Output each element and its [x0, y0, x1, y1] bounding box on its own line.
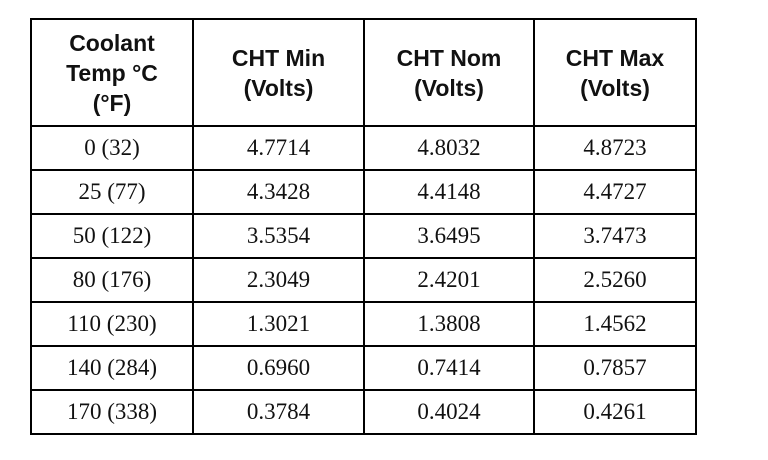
table-cell: 140 (284) [30, 345, 194, 391]
table-row: 110 (230) 1.3021 1.3808 1.4562 [30, 301, 697, 347]
header-line: (Volts) [243, 74, 314, 101]
header-row: Coolant Temp °C (°F) CHT Min (Volts) CHT Nom (… [30, 18, 697, 127]
table-row: 25 (77) 4.3428 4.4148 4.4727 [30, 169, 697, 215]
coolant-table: Coolant Temp °C (°F) CHT Min (Volts) CHT Nom (… [30, 18, 697, 435]
header-line: CHT Min [231, 44, 326, 71]
header-cell: CHT Nom (Volts) [363, 18, 535, 127]
table-cell: 0 (32) [30, 125, 194, 171]
table-cell: 80 (176) [30, 257, 194, 303]
table-body: 0 (32) 4.7714 4.8032 4.8723 25 (77) 4.3428 4.4… [30, 125, 697, 435]
table-cell: 4.4727 [533, 169, 697, 215]
header-cell: CHT Max (Volts) [533, 18, 697, 127]
table-cell: 0.7857 [533, 345, 697, 391]
table-cell: 4.4148 [363, 169, 535, 215]
table-cell: 50 (122) [30, 213, 194, 259]
table-row: 140 (284) 0.6960 0.7414 0.7857 [30, 345, 697, 391]
table-cell: 0.6960 [192, 345, 365, 391]
header-line: (Volts) [414, 74, 484, 101]
header-line: CHT Max [565, 44, 665, 71]
table-cell: 4.3428 [192, 169, 365, 215]
table-cell: 0.3784 [192, 389, 365, 435]
table-row: 50 (122) 3.5354 3.6495 3.7473 [30, 213, 697, 259]
table-cell: 1.4562 [533, 301, 697, 347]
table-cell: 25 (77) [30, 169, 194, 215]
table-cell: 2.3049 [192, 257, 365, 303]
header-line: Coolant [69, 29, 155, 56]
table-row: 80 (176) 2.3049 2.4201 2.5260 [30, 257, 697, 303]
table-cell: 4.8032 [363, 125, 535, 171]
table-cell: 110 (230) [30, 301, 194, 347]
table-cell: 4.8723 [533, 125, 697, 171]
table-cell: 1.3808 [363, 301, 535, 347]
table-cell: 3.7473 [533, 213, 697, 259]
table-cell: 3.6495 [363, 213, 535, 259]
table-cell: 4.7714 [192, 125, 365, 171]
table-cell: 2.4201 [363, 257, 535, 303]
header-line: (Volts) [580, 74, 650, 101]
table-cell: 0.7414 [363, 345, 535, 391]
table-row: 0 (32) 4.7714 4.8032 4.8723 [30, 125, 697, 171]
table-cell: 170 (338) [30, 389, 194, 435]
header-line: (°F) [92, 89, 132, 116]
table-cell: 1.3021 [192, 301, 365, 347]
header-cell: CHT Min (Volts) [192, 18, 365, 127]
table-cell: 0.4261 [533, 389, 697, 435]
table-header: Coolant Temp °C (°F) CHT Min (Volts) CHT Nom (… [30, 18, 697, 127]
table-cell: 3.5354 [192, 213, 365, 259]
table-cell: 0.4024 [363, 389, 535, 435]
header-line: CHT Nom [396, 44, 502, 71]
table-cell: 2.5260 [533, 257, 697, 303]
header-line: Temp °C [66, 59, 158, 86]
table-row: 170 (338) 0.3784 0.4024 0.4261 [30, 389, 697, 435]
header-cell: Coolant Temp °C (°F) [30, 18, 194, 127]
